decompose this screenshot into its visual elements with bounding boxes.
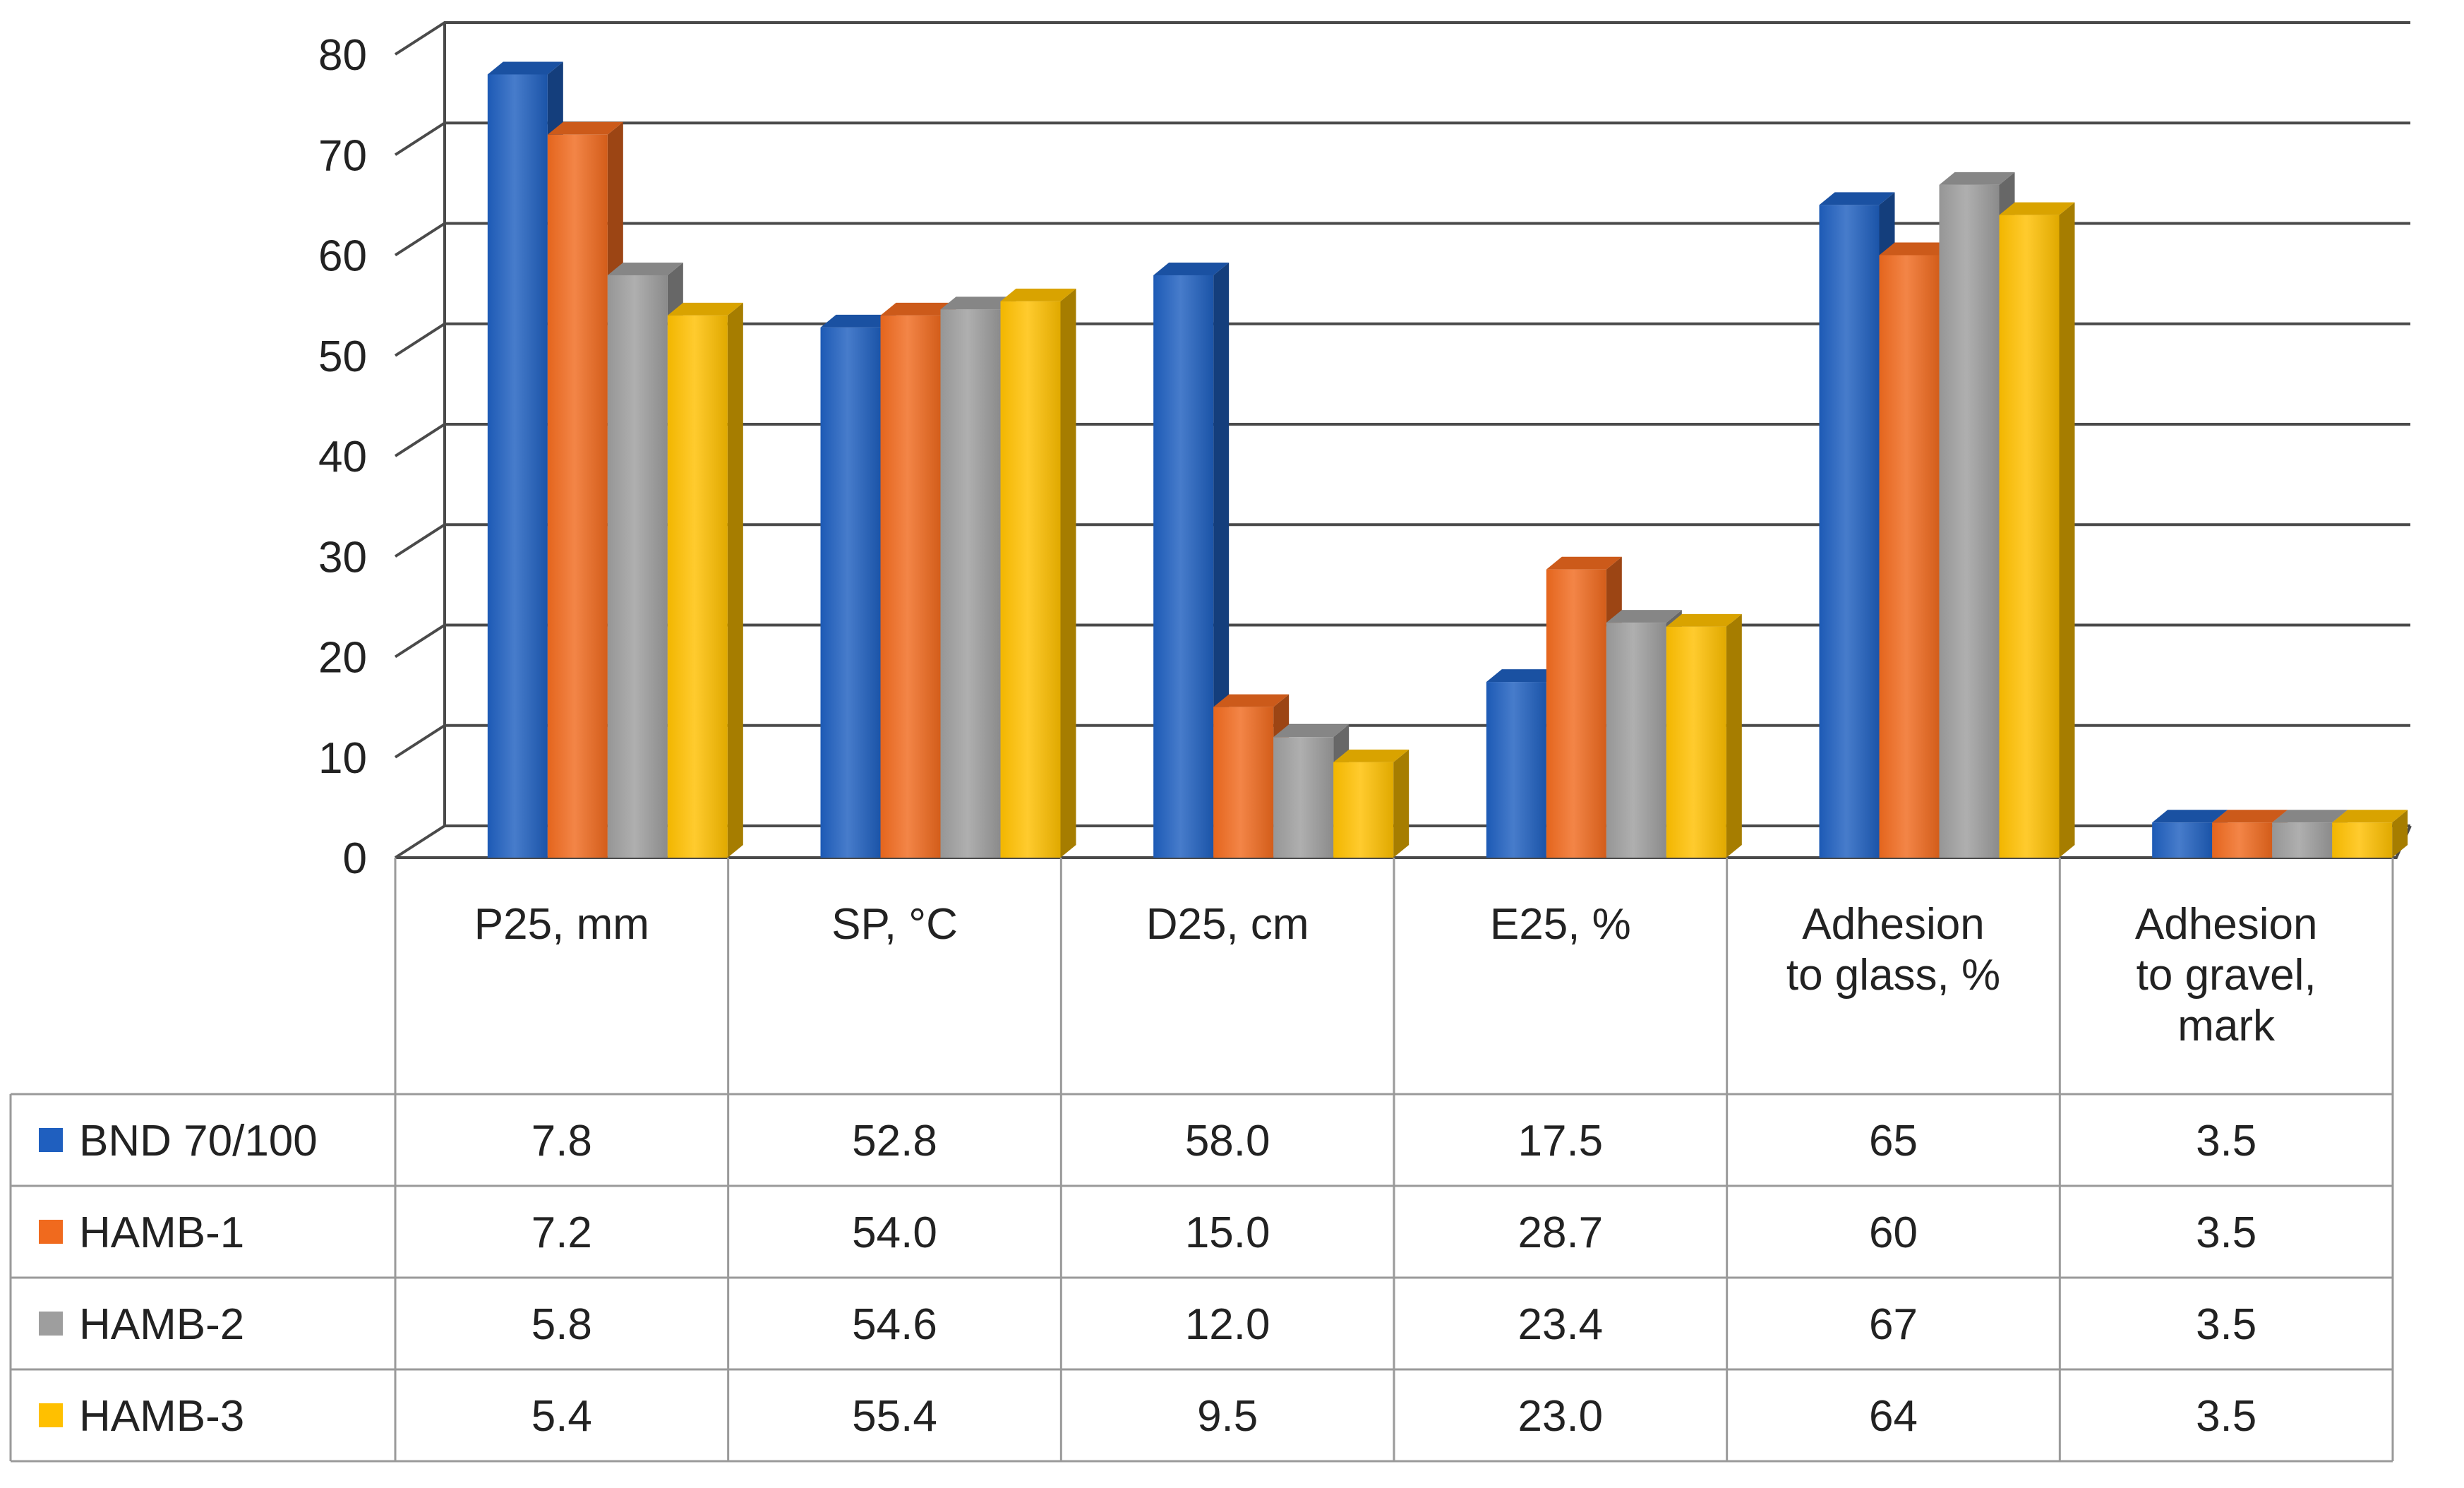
table-cell: 60 [1869,1208,1918,1257]
legend-key-2 [39,1312,63,1336]
y-tick-label-0: 0 [343,834,367,883]
table-cell: 7.8 [531,1117,592,1165]
y-tick-label-30: 30 [318,533,367,582]
y-axis-ticks: 0 10 20 30 40 50 60 70 80 [318,31,367,883]
legend-label: HAMB-3 [79,1392,244,1441]
table-cell: 28.7 [1518,1208,1603,1257]
bar-hamb-3-1 [1000,288,1076,858]
bar-bnd-70-100-2 [1153,262,1230,858]
table-cell: 3.5 [2196,1300,2256,1349]
gridline-70 [394,121,2410,156]
category-label: to gravel, [2137,951,2316,1000]
category-label: Adhesion [1802,900,1985,949]
gridline-80 [394,21,2410,56]
table-cell: 58.0 [1185,1117,1270,1165]
table-cell: 52.8 [852,1117,937,1165]
legend-key-3 [39,1403,63,1427]
bar-hamb-3-2 [1333,749,1410,858]
category-label: Adhesion [2135,900,2318,949]
table-cell: 3.5 [2196,1208,2256,1257]
bar-hamb-3-3 [1666,613,1742,858]
table-cell: 65 [1869,1117,1918,1165]
bars [487,61,2408,858]
y-tick-label-80: 80 [318,31,367,80]
category-label: D25, cm [1146,900,1309,949]
table-cell: 12.0 [1185,1300,1270,1349]
gridlines [394,21,2412,859]
table-cell: 54.0 [852,1208,937,1257]
table-cell: 5.8 [531,1300,592,1349]
y-tick-label-70: 70 [318,131,367,180]
table-cell: 23.4 [1518,1300,1603,1349]
table-cell: 54.6 [852,1300,937,1349]
bar-hamb-3-5 [2332,810,2408,858]
legend-label: BND 70/100 [79,1117,318,1165]
table-cell: 3.5 [2196,1392,2256,1441]
category-label: E25, % [1490,900,1631,949]
table-cell: 7.2 [531,1208,592,1257]
y-tick-label-50: 50 [318,332,367,381]
table-cell: 9.5 [1197,1392,1258,1441]
table-cell: 23.0 [1518,1392,1603,1441]
category-label: to glass, % [1786,951,2000,1000]
table-cell: 55.4 [852,1392,937,1441]
category-label: mark [2177,1002,2276,1050]
gridline-60 [394,222,2410,257]
legend-key-1 [39,1220,63,1244]
category-label: P25, mm [474,900,649,949]
y-tick-label-60: 60 [318,232,367,281]
bar-hamb-3-0 [667,302,743,858]
table-cell: 67 [1869,1300,1918,1349]
table-cell: 5.4 [531,1392,592,1441]
table-cell: 64 [1869,1392,1918,1441]
table-cell: 17.5 [1518,1117,1603,1165]
y-tick-label-10: 10 [318,734,367,783]
bar-hamb-3-4 [1999,202,2075,858]
legend-key-0 [39,1128,63,1152]
y-tick-label-40: 40 [318,433,367,481]
category-label: SP, °C [831,900,958,949]
table-cell: 3.5 [2196,1117,2256,1165]
legend-label: HAMB-2 [79,1300,244,1349]
table-cell: 15.0 [1185,1208,1270,1257]
legend-label: HAMB-1 [79,1208,244,1257]
y-tick-label-20: 20 [318,634,367,683]
